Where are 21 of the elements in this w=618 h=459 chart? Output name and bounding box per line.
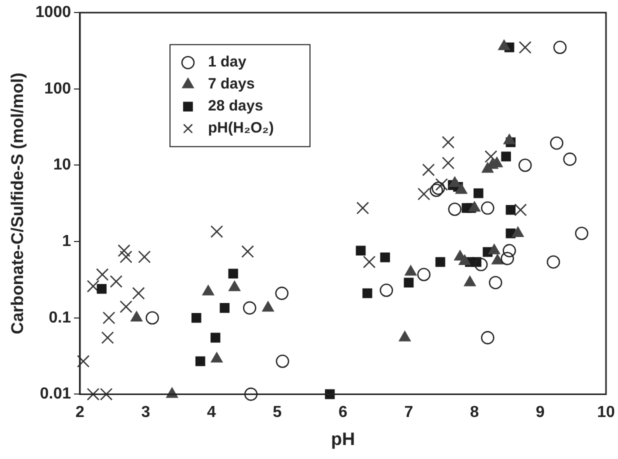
legend-label: pH(H₂O₂) xyxy=(208,120,274,137)
x-tick-label: 7 xyxy=(404,404,414,422)
x-tick-label: 4 xyxy=(207,404,216,422)
x-axis-title: pH xyxy=(330,429,355,450)
y-tick-label: 0.01 xyxy=(40,386,72,403)
legend-label: 1 day xyxy=(208,54,248,71)
y-tick-label: 1000 xyxy=(35,4,72,22)
x-tick-label: 2 xyxy=(76,404,85,422)
x-tick-label: 3 xyxy=(141,404,150,422)
y-tick-label: 100 xyxy=(44,80,72,98)
legend-label: 28 days xyxy=(208,98,264,115)
y-axis-title: Carbonate-C/Sulfide-S (mol/mol) xyxy=(8,72,27,334)
x-tick-label: 9 xyxy=(536,404,545,422)
y-tick-label: 1 xyxy=(62,232,72,250)
x-tick-label: 6 xyxy=(338,404,348,422)
y-tick-label: 10 xyxy=(53,156,72,174)
x-tick-label: 5 xyxy=(272,404,282,422)
x-tick-label: 10 xyxy=(597,404,615,422)
y-tick-label: 0.1 xyxy=(48,309,72,326)
x-tick-label: 8 xyxy=(470,404,480,422)
legend-label: 7 days xyxy=(208,76,255,93)
